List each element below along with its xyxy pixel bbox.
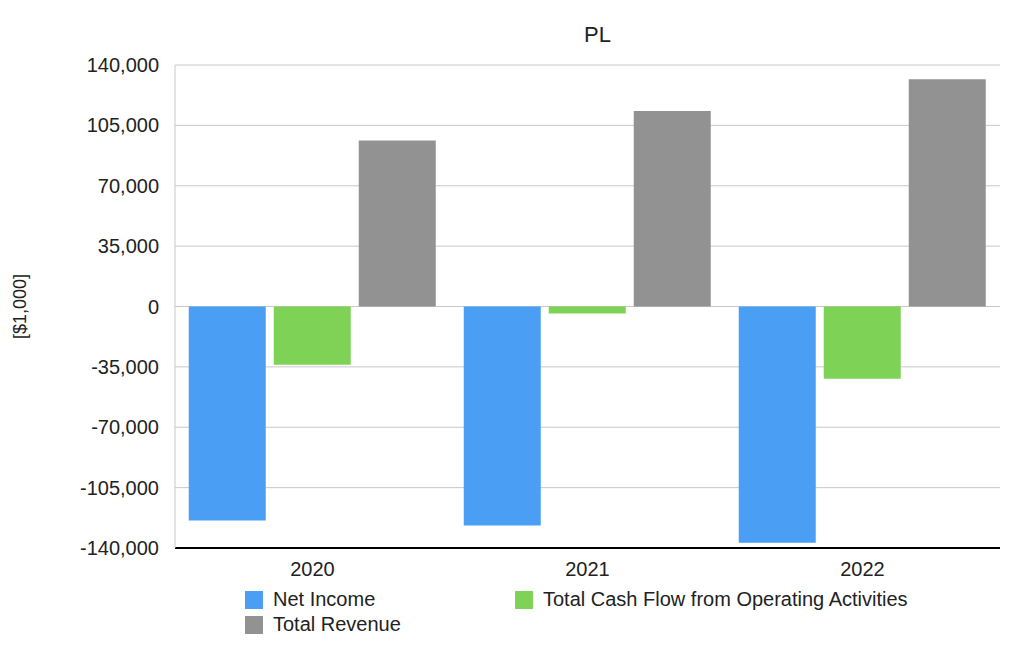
svg-text:-140,000: -140,000 [80,537,159,559]
svg-text:35,000: 35,000 [98,235,159,257]
svg-text:0: 0 [148,296,159,318]
svg-text:2020: 2020 [290,558,335,580]
svg-text:140,000: 140,000 [87,54,159,76]
svg-text:-35,000: -35,000 [91,356,159,378]
html-text:Total Cash Flow from Operating: Total Cash Flow from Operating Activitie… [543,588,908,610]
svg-text:-70,000: -70,000 [91,416,159,438]
svg-text:-105,000: -105,000 [80,477,159,499]
html-text:Net Income: Net Income [273,588,376,610]
svg-text:70,000: 70,000 [98,175,159,197]
svg-text:[$1,000]: [$1,000] [10,274,30,339]
svg-text:2022: 2022 [840,558,885,580]
html-text:PL: PL [584,22,611,47]
svg-text:105,000: 105,000 [87,114,159,136]
svg-text:2021: 2021 [565,558,610,580]
html-text:Total Revenue: Total Revenue [273,613,401,635]
